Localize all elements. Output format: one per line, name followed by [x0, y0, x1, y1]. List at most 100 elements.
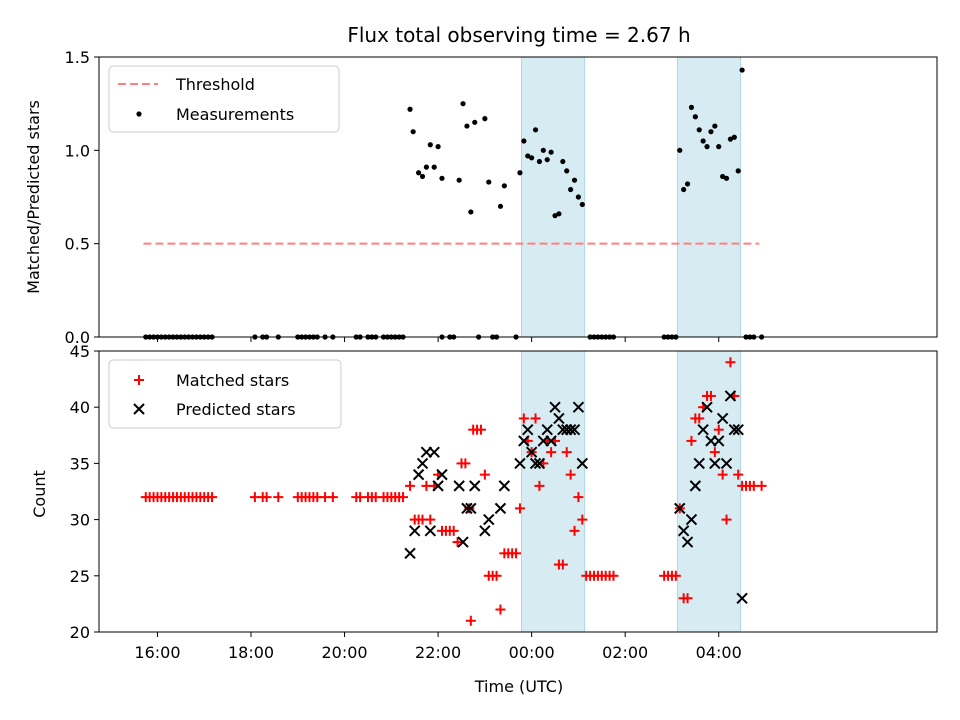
- measurement-point: [723, 175, 730, 181]
- measurement-point: [739, 67, 745, 73]
- measurement-point: [540, 147, 546, 153]
- measurement-point: [419, 173, 426, 180]
- predicted-star-point: [483, 513, 495, 526]
- predicted-star-point: [453, 480, 465, 492]
- y-tick-label: 20: [70, 623, 90, 642]
- predicted-star-point: [713, 435, 725, 447]
- x-tick-label: 18:00: [228, 643, 274, 662]
- x-tick-label: 22:00: [415, 643, 461, 662]
- legend-measurements-marker: [136, 111, 142, 117]
- legend-predicted-label: Predicted stars: [176, 400, 296, 419]
- predicted-star-point: [732, 423, 744, 436]
- measurement-point: [681, 186, 687, 193]
- y-tick-label: 0.5: [65, 235, 90, 254]
- measurement-point: [684, 181, 691, 187]
- matched-star-point: [448, 525, 459, 536]
- predicted-star-point: [428, 446, 440, 458]
- measurement-point: [548, 149, 554, 155]
- bottom-plot-frame: [98, 350, 938, 633]
- measurement-point: [439, 175, 445, 181]
- measurement-point: [410, 129, 416, 135]
- predicted-star-point: [498, 480, 511, 492]
- predicted-star-point: [494, 502, 507, 515]
- bottom-x-axis: 16:00 18:00 20:00 22:00 00:00 02:00 04:00: [134, 632, 742, 662]
- measurement-point: [720, 173, 726, 180]
- predicted-star-point: [457, 536, 469, 548]
- measurement-point: [568, 186, 574, 193]
- predicted-star-point: [693, 457, 705, 470]
- measurement-point: [486, 179, 492, 185]
- predicted-star-point: [736, 592, 748, 604]
- measurement-point: [560, 158, 566, 165]
- bottom-legend: Matched stars Predicted stars: [108, 359, 342, 429]
- matched-star-point: [561, 447, 572, 458]
- measurement-point: [688, 104, 695, 110]
- shaded-interval: [521, 350, 586, 633]
- matched-star-point: [479, 469, 490, 480]
- shaded-interval: [521, 56, 586, 338]
- bottom-panel: 20 25 30 35 40 45 16:00 18:00 20:00 22:00 00:00 02…: [30, 342, 938, 696]
- legend-matched-label: Matched stars: [176, 371, 289, 390]
- y-tick-label: 35: [70, 454, 90, 473]
- matched-star-point: [491, 570, 502, 581]
- measurement-point: [501, 183, 507, 189]
- measurement-point: [552, 213, 558, 219]
- top-shaded-intervals: [521, 56, 742, 338]
- predicted-star-point: [469, 480, 481, 492]
- y-tick-label: 1.0: [65, 141, 90, 160]
- matched-star-point: [705, 390, 716, 401]
- predicted-star-point: [720, 457, 733, 470]
- measurement-point: [735, 168, 741, 174]
- matched-star-point: [518, 413, 529, 424]
- measurement-point: [423, 164, 430, 170]
- predicted-star-point: [681, 536, 694, 548]
- matched-star-point: [733, 469, 744, 480]
- measurement-point: [456, 177, 462, 183]
- predicted-star-point: [568, 423, 581, 436]
- matched-star-point: [495, 604, 506, 615]
- measurement-point: [692, 114, 698, 120]
- matched-star-point: [511, 548, 522, 559]
- predicted-star-point: [545, 435, 557, 447]
- x-tick-label: 16:00: [134, 643, 180, 662]
- predicted-star-point: [564, 423, 577, 436]
- y-tick-label: 1.5: [65, 48, 90, 67]
- matched-star-point: [725, 357, 736, 368]
- measurement-point: [700, 138, 706, 144]
- matched-star-point: [694, 413, 705, 424]
- predicted-star-point: [409, 525, 421, 537]
- measurement-point: [468, 209, 474, 215]
- predicted-star-point: [525, 446, 538, 458]
- predicted-star-point: [701, 401, 713, 413]
- x-tick-label: 20:00: [321, 643, 367, 662]
- predicted-star-point: [404, 547, 416, 560]
- measurement-point: [435, 144, 441, 150]
- top-legend-box: [108, 65, 340, 133]
- predicted-star-point: [724, 390, 737, 402]
- matched-star-point: [405, 480, 416, 491]
- measurement-point: [731, 134, 737, 140]
- matched-star-point: [682, 593, 693, 604]
- y-tick-label: 25: [70, 567, 90, 586]
- measurement-point: [521, 138, 527, 144]
- predicted-star-point: [514, 457, 526, 470]
- shaded-interval: [676, 56, 742, 338]
- legend-threshold-label: Threshold: [175, 75, 255, 94]
- predicted-star-point: [416, 457, 429, 470]
- bottom-y-axis: 20 25 30 35 40 45: [70, 342, 99, 642]
- matched-star-point: [756, 480, 767, 491]
- measurement-point: [472, 119, 478, 125]
- measurement-point: [529, 155, 535, 161]
- matched-star-point: [398, 492, 409, 503]
- matched-star-point: [327, 492, 338, 503]
- predicted-star-point: [576, 457, 589, 470]
- measurement-point: [525, 153, 531, 159]
- predicted-star-point: [677, 525, 690, 537]
- matched-star-point: [608, 570, 619, 581]
- chart-title: Flux total observing time = 2.67 h: [347, 23, 690, 47]
- x-axis-label: Time (UTC): [474, 677, 563, 696]
- matched-star-point: [534, 480, 545, 491]
- measurement-point: [571, 177, 578, 183]
- measurement-point: [716, 144, 722, 150]
